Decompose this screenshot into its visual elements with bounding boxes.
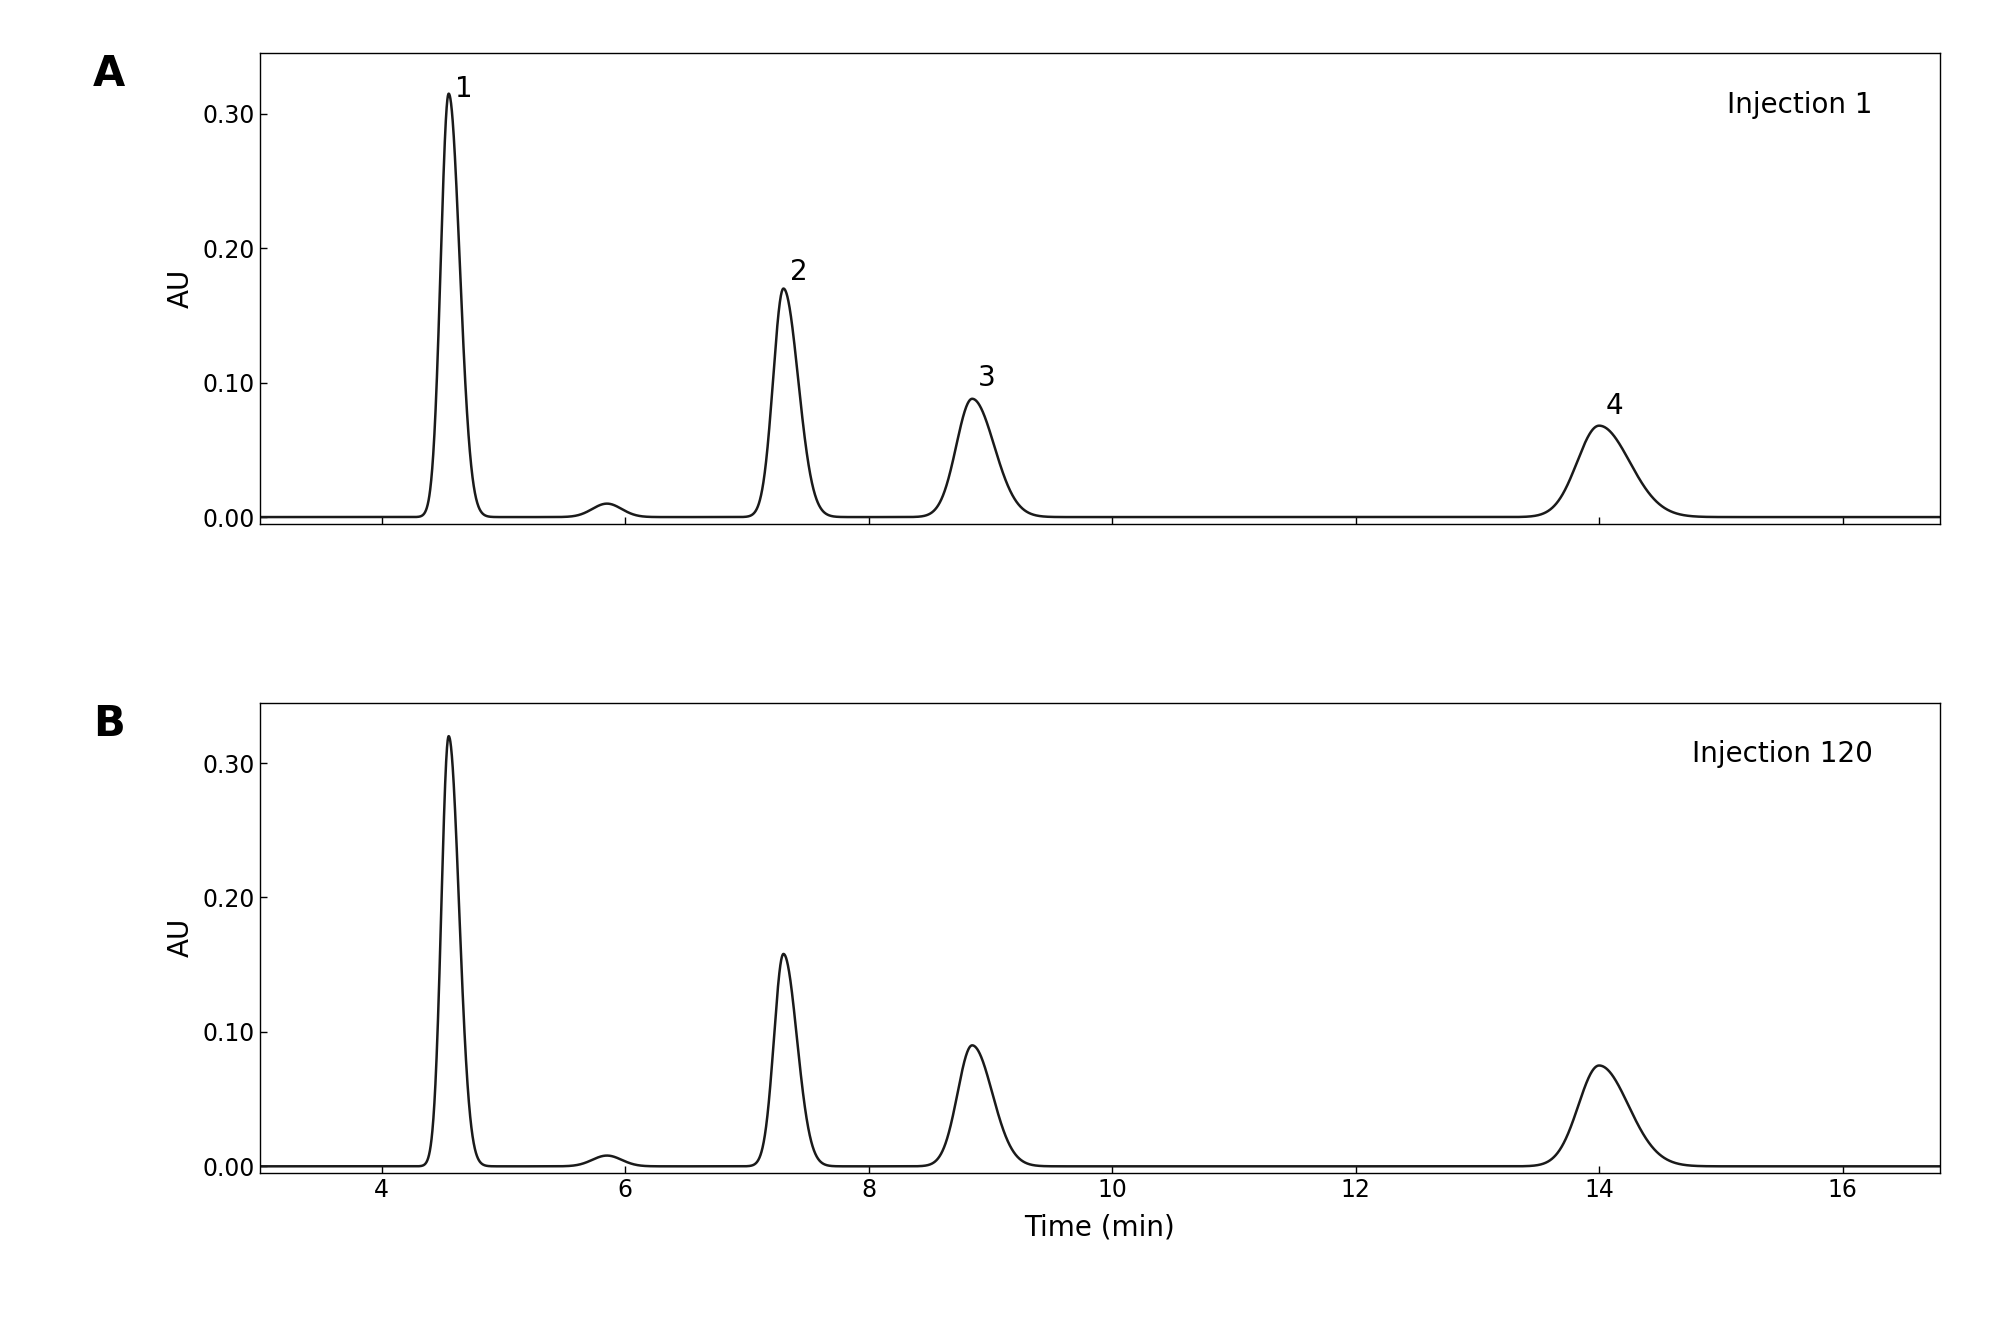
- Text: Injection 1: Injection 1: [1728, 91, 1872, 119]
- Text: 3: 3: [978, 364, 996, 392]
- Y-axis label: AU: AU: [166, 918, 194, 957]
- Y-axis label: AU: AU: [166, 269, 194, 308]
- Text: 1: 1: [454, 75, 472, 103]
- X-axis label: Time (min): Time (min): [1024, 1213, 1176, 1241]
- Text: 2: 2: [790, 257, 808, 285]
- Text: A: A: [92, 53, 124, 96]
- Text: 4: 4: [1606, 392, 1622, 420]
- Text: Injection 120: Injection 120: [1692, 740, 1872, 768]
- Text: B: B: [92, 702, 124, 745]
